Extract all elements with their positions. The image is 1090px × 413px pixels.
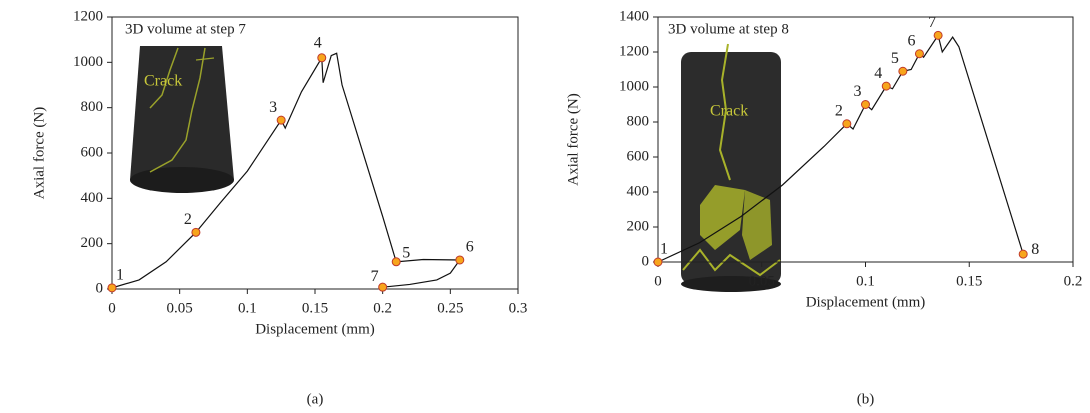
step-label: 1	[116, 267, 124, 284]
x-tick-label: 0.2	[373, 300, 392, 316]
caption: (a)	[307, 391, 324, 407]
step-label: 6	[907, 32, 915, 49]
y-tick-label: 400	[627, 183, 650, 199]
step-marker	[1019, 250, 1027, 258]
step-label: 6	[466, 239, 474, 256]
step-marker	[862, 101, 870, 109]
step-label: 5	[891, 50, 899, 67]
step-label: 1	[660, 241, 668, 258]
x-tick-label: 0.05	[749, 273, 775, 289]
step-label: 7	[371, 268, 379, 285]
step-marker	[379, 283, 387, 291]
step-label: 7	[928, 14, 936, 31]
step-marker	[192, 228, 200, 236]
step-label: 3	[854, 83, 862, 100]
step-label: 8	[1031, 241, 1039, 258]
x-tick-label: 0	[108, 300, 116, 316]
y-tick-label: 0	[96, 280, 104, 296]
step-marker	[654, 258, 662, 266]
y-tick-label: 400	[81, 190, 104, 206]
x-tick-label: 0	[654, 273, 662, 289]
step-label: 2	[835, 102, 843, 119]
inset-label: Crack	[144, 73, 182, 90]
step-label: 4	[874, 65, 882, 82]
step-marker	[108, 284, 116, 292]
step-label: 2	[184, 211, 192, 228]
step-marker	[843, 120, 851, 128]
x-tick-label: 0.1	[238, 300, 257, 316]
inset-volume	[681, 44, 781, 292]
inset-volume	[130, 46, 234, 193]
y-axis-label: Axial force (N)	[565, 93, 581, 185]
y-tick-label: 200	[627, 218, 650, 234]
x-axis-label: Displacement (mm)	[806, 294, 926, 310]
x-axis-label: Displacement (mm)	[255, 321, 375, 337]
x-tick-label: 0.25	[437, 300, 463, 316]
y-axis-label: Axial force (N)	[31, 107, 47, 199]
caption: (b)	[857, 391, 875, 407]
step-marker	[277, 116, 285, 124]
step-marker	[456, 256, 464, 264]
step-marker	[899, 67, 907, 75]
step-label: 3	[269, 99, 277, 116]
x-tick-label: 0.15	[302, 300, 328, 316]
y-tick-label: 1400	[619, 8, 649, 24]
figure: 00.050.10.150.20.250.3020040060080010001…	[0, 0, 1090, 413]
y-tick-label: 0	[642, 253, 650, 269]
y-tick-label: 200	[81, 235, 104, 251]
x-tick-label: 0.15	[956, 273, 982, 289]
y-tick-label: 800	[627, 113, 650, 129]
y-tick-label: 600	[81, 144, 104, 160]
step-label: 5	[402, 244, 410, 261]
step-marker	[915, 50, 923, 58]
step-marker	[392, 258, 400, 266]
y-tick-label: 1000	[619, 78, 649, 94]
y-tick-label: 800	[81, 99, 104, 115]
step-label: 4	[314, 34, 322, 51]
step-marker	[882, 82, 890, 90]
x-tick-label: 0.3	[509, 300, 528, 316]
y-tick-label: 1200	[73, 8, 103, 24]
step-marker	[934, 31, 942, 39]
step-marker	[318, 54, 326, 62]
y-tick-label: 1200	[619, 43, 649, 59]
inset-label: Crack	[710, 103, 748, 120]
x-tick-label: 0.1	[856, 273, 875, 289]
annotation: 3D volume at step 7	[125, 21, 246, 37]
annotation: 3D volume at step 8	[668, 21, 789, 37]
y-tick-label: 600	[627, 148, 650, 164]
x-tick-label: 0.2	[1064, 273, 1083, 289]
y-tick-label: 1000	[73, 54, 103, 70]
x-tick-label: 0.05	[167, 300, 193, 316]
